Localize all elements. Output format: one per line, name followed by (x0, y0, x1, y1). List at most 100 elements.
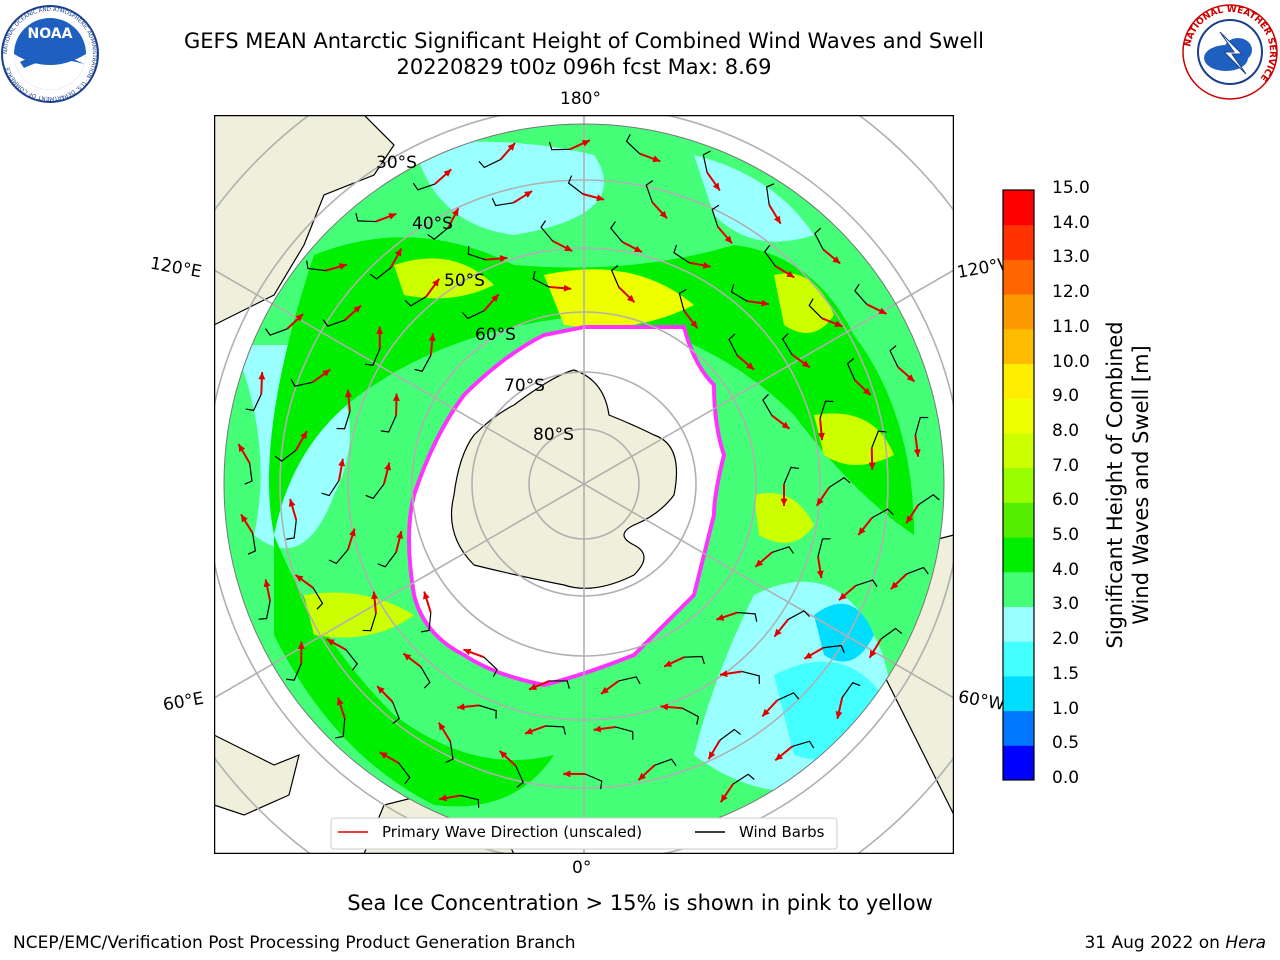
wind-barb (545, 725, 566, 735)
wind-barb (364, 348, 381, 366)
wind-barb (762, 393, 773, 416)
wind-barb (421, 612, 432, 633)
wave-arrow-head (660, 703, 669, 711)
colorbar-segment (1003, 398, 1034, 434)
wave-arrow-head (868, 462, 876, 470)
polar-map: Primary Wave Direction (unscaled) Wind B… (214, 115, 954, 854)
wind-barb (420, 666, 431, 689)
wind-barb (398, 762, 411, 785)
wave-arrow-head (786, 270, 795, 278)
wind-barb (404, 296, 427, 307)
wind-barb (247, 533, 257, 555)
wave-arrow-head (834, 320, 843, 328)
wave-arrow-head (322, 369, 331, 377)
colorbar-tick-label: 7.0 (1052, 455, 1080, 476)
wind-barb (244, 463, 253, 485)
wave-arrow-head (403, 653, 412, 661)
wind-barb (540, 220, 554, 242)
wave-arrow-head (353, 305, 361, 313)
wave-arrow-head (529, 683, 538, 690)
wind-barb (467, 246, 486, 261)
colorbar-tick-label: 12.0 (1052, 282, 1090, 303)
wave-arrow-head (817, 432, 825, 441)
wind-barb (702, 150, 711, 173)
wave-arrow-head (371, 591, 379, 600)
wind-barb (819, 400, 834, 419)
wind-barb (781, 332, 793, 355)
colorbar-segment (1003, 432, 1034, 469)
footer-date: 31 Aug 2022 on Hera (1084, 933, 1266, 953)
wave-arrow-head (507, 143, 516, 151)
nws-logo: NATIONAL WEATHER SERVICE (1182, 4, 1278, 100)
wave-arrow-head (906, 374, 915, 382)
wind-barb (306, 260, 326, 272)
wave-arrow-head (664, 660, 673, 667)
wave-arrow-head (775, 753, 784, 761)
wind-barb (730, 284, 748, 302)
colorbar-segment (1003, 745, 1034, 781)
wind-barb (783, 466, 800, 485)
wind-barb (645, 180, 654, 203)
lon-label-180: 180° (560, 89, 601, 109)
colorbar-tick-label: 5.0 (1052, 525, 1080, 546)
wave-arrow-head (295, 574, 304, 583)
wind-barb (312, 587, 324, 610)
wave-arrow-head (858, 527, 866, 536)
wave-arrow-head (377, 686, 385, 694)
wave-arrow-head (816, 497, 824, 506)
wind-barb (741, 670, 760, 684)
colorbar-tick-label: 8.0 (1052, 420, 1080, 441)
wave-arrow-head (581, 140, 590, 147)
wind-barbs (244, 133, 940, 808)
wave-arrow-head (258, 372, 266, 380)
wave-arrow-head (659, 210, 668, 219)
colorbar-tick-label: 1.5 (1052, 663, 1080, 684)
lon-label-0: 0° (572, 858, 592, 878)
wind-barb (683, 655, 705, 665)
wind-barb (365, 483, 385, 500)
wind-barb (427, 227, 449, 240)
wave-arrow-head (690, 320, 698, 329)
wave-arrow-head (708, 751, 716, 760)
wave-arrow-head (491, 294, 499, 303)
colorbar-segment (1003, 537, 1034, 573)
colorbar-tick-label: 6.0 (1052, 490, 1080, 511)
wave-arrow-head (890, 581, 899, 590)
wave-arrow-head (297, 641, 305, 649)
wave-arrow-head (432, 278, 440, 287)
wind-barb (549, 680, 570, 689)
wave-arrow-head (596, 194, 605, 202)
wind-barb (264, 328, 288, 336)
wave-arrow-head (780, 498, 788, 506)
wind-barb (914, 416, 929, 436)
wave-arrow-head (499, 750, 508, 759)
wind-barb (414, 355, 432, 372)
wave-arrow-head (869, 649, 877, 658)
wave-arrow-head (563, 770, 571, 778)
wind-barb (918, 494, 940, 506)
wave-arrow-head (712, 182, 720, 191)
lat-label-40s: 40°S (412, 214, 453, 234)
wind-barb (728, 333, 738, 356)
wind-barb (369, 267, 392, 280)
wind-barb (906, 566, 929, 575)
wave-arrow-head (457, 703, 465, 711)
legend-wave-direction: Primary Wave Direction (unscaled) (382, 823, 642, 841)
wind-barb (584, 773, 603, 790)
colorbar-tick-label: 0.5 (1052, 733, 1080, 754)
colorbar-title-line1: Significant Height of Combined (1103, 321, 1127, 649)
colorbar-tick-label: 11.0 (1052, 316, 1090, 337)
wind-barb (412, 182, 436, 191)
wind-barb (871, 430, 887, 449)
wave-arrow-head (463, 648, 472, 656)
wind-barb (445, 741, 454, 763)
colorbar-tick-label: 10.0 (1052, 351, 1090, 372)
wind-barb (491, 198, 514, 207)
wind-barb (460, 794, 480, 808)
wind-barb (841, 682, 861, 698)
wind-barb (274, 449, 297, 462)
wave-arrow-head (626, 294, 635, 303)
colorbar-tick-label: 2.0 (1052, 629, 1080, 650)
wind-barb (678, 288, 687, 311)
wave-arrow-head (702, 261, 711, 269)
